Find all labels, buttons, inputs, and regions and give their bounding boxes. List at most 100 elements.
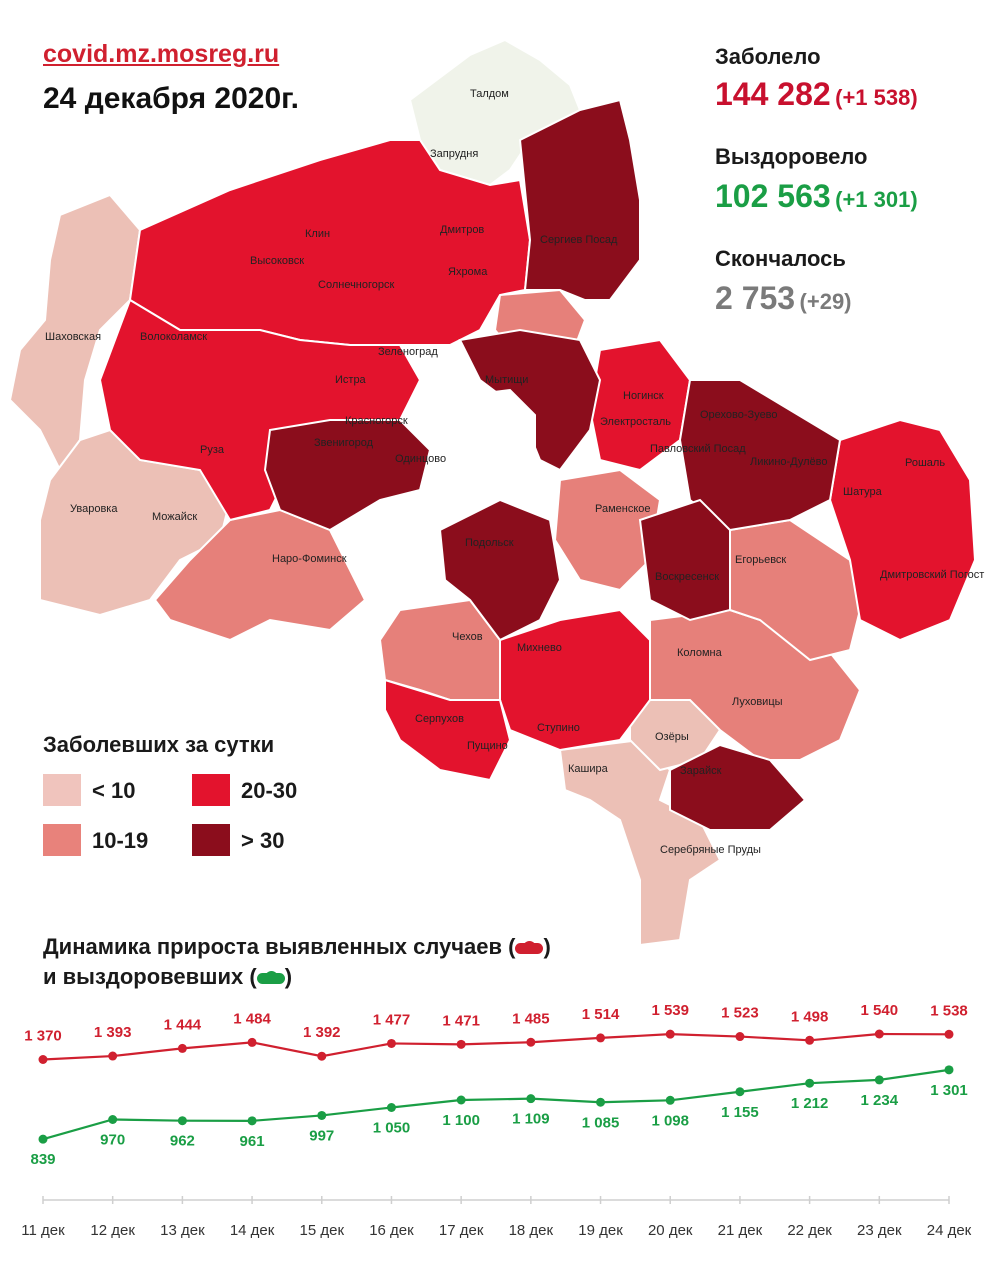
series-0-data-label: 1 514 — [582, 1006, 620, 1023]
sick-delta: (+1 538) — [835, 85, 918, 110]
x-tick-label: 20 дек — [648, 1222, 693, 1239]
dynamics-title-line1: Динамика прироста выявленных случаев ( — [43, 934, 516, 959]
map-label: Клин — [305, 228, 330, 240]
map-label: Орехово-Зуево — [700, 409, 778, 421]
map-district-serpukhov — [384, 678, 512, 782]
series-1-point — [665, 1095, 675, 1105]
map-label: Ликино-Дулёво — [750, 456, 828, 468]
series-1-data-label: 970 — [100, 1132, 125, 1149]
dynamics-title: Динамика прироста выявленных случаев () … — [43, 932, 551, 992]
map-district-podolsk — [438, 498, 562, 642]
x-tick-label: 21 дек — [718, 1222, 763, 1239]
series-1-point — [456, 1095, 466, 1105]
green-series-marker-icon — [256, 970, 285, 984]
map-label: Солнечногорск — [318, 279, 394, 291]
sick-row: 144 282 (+1 538) — [715, 76, 918, 113]
series-1-point — [735, 1087, 745, 1097]
series-1-data-label: 1 212 — [791, 1095, 829, 1112]
map-label: Шаховская — [45, 331, 101, 343]
x-tick-label: 24 дек — [927, 1222, 972, 1239]
series-1-data-label: 839 — [30, 1151, 55, 1168]
map-label: Луховицы — [732, 696, 783, 708]
map-district-orekhovo-zuevo — [678, 379, 842, 532]
series-1-data-label: 1 050 — [373, 1120, 411, 1137]
map-label: Дмитров — [440, 224, 484, 236]
series-0-point — [177, 1043, 187, 1053]
dynamics-title-line2: и выздоровевших ( — [43, 964, 257, 989]
series-0-point — [247, 1037, 257, 1047]
series-1-point — [317, 1110, 327, 1120]
map-label: Рошаль — [905, 457, 945, 469]
series-1-point — [805, 1078, 815, 1088]
map-district-ramenskoe — [553, 468, 662, 592]
series-1-point — [526, 1094, 536, 1104]
series-1-data-label: 1 301 — [930, 1082, 968, 1099]
series-1-point — [944, 1065, 954, 1075]
dynamics-title-line1-end: ) — [543, 934, 551, 959]
legend-swatch-gt30 — [192, 824, 230, 856]
map-label: Одинцово — [395, 453, 446, 465]
map-label: Ступино — [537, 722, 580, 734]
series-0-data-label: 1 523 — [721, 1005, 759, 1022]
map-label: Пущино — [467, 740, 508, 752]
series-0-point — [805, 1035, 815, 1045]
map-label: Зарайск — [680, 765, 722, 777]
legend-label-gt30: > 30 — [241, 828, 285, 853]
dynamics-title-line2-end: ) — [284, 964, 293, 989]
x-tick-label: 22 дек — [787, 1222, 832, 1239]
series-0-data-label: 1 484 — [233, 1010, 271, 1027]
map-label: Красногорск — [345, 415, 408, 427]
series-0-point — [108, 1051, 118, 1061]
map-label: Зеленоград — [378, 346, 438, 358]
map-label: Серпухов — [415, 713, 464, 725]
series-0-data-label: 1 392 — [303, 1024, 341, 1041]
x-tick-label: 23 дек — [857, 1222, 902, 1239]
map-label: Звенигород — [314, 437, 374, 449]
series-0-point — [456, 1039, 466, 1049]
map-label: Чехов — [452, 631, 483, 643]
report-date: 24 декабря 2020г. — [43, 82, 299, 115]
map-label: Сергиев Посад — [540, 234, 618, 246]
series-1-data-label: 1 085 — [582, 1114, 620, 1131]
series-0-data-label: 1 540 — [861, 1002, 899, 1019]
series-1-point — [38, 1134, 48, 1144]
map-label: Уваровка — [70, 503, 118, 515]
map-district-zaraysk — [669, 743, 807, 831]
map-label: Истра — [335, 374, 367, 386]
map-label: Запрудня — [430, 148, 478, 160]
legend-swatch-20-30 — [192, 774, 230, 806]
died-row: 2 753 (+29) — [715, 280, 852, 317]
died-delta: (+29) — [799, 289, 852, 314]
legend-swatch-10-19 — [43, 824, 81, 856]
series-0-point — [38, 1055, 48, 1064]
site-url[interactable]: covid.mz.mosreg.ru — [43, 40, 280, 68]
map-district-odintsovo — [263, 419, 432, 532]
recovered-value: 102 563 — [715, 178, 831, 214]
legend-swatch-lt10 — [43, 774, 81, 806]
series-1-data-label: 961 — [240, 1133, 265, 1150]
legend-label-lt10: < 10 — [92, 778, 136, 803]
series-1-data-label: 997 — [309, 1127, 334, 1144]
legend-title: Заболевших за сутки — [43, 732, 275, 757]
series-0-data-label: 1 393 — [94, 1024, 132, 1041]
recovered-row: 102 563 (+1 301) — [715, 178, 918, 215]
x-tick-label: 12 дек — [90, 1222, 135, 1239]
series-0-data-label: 1 471 — [442, 1012, 480, 1029]
map-label: Подольск — [465, 537, 514, 549]
map-label: Ногинск — [623, 390, 664, 402]
map-district-shatura — [828, 418, 977, 642]
map-label: Михнево — [517, 642, 562, 654]
series-0-point — [665, 1029, 675, 1039]
recovered-delta: (+1 301) — [835, 187, 918, 212]
series-0-point — [317, 1051, 327, 1061]
series-1-data-label: 1 109 — [512, 1111, 550, 1128]
map-label: Дмитровский Погост — [880, 569, 984, 581]
map-label: Павловский Посад — [650, 443, 746, 455]
x-tick-label: 13 дек — [160, 1222, 205, 1239]
series-line-1 — [42, 1068, 950, 1141]
map-label: Раменское — [595, 503, 651, 515]
series-1-point — [596, 1097, 606, 1107]
series-1-data-label: 1 100 — [442, 1112, 480, 1129]
series-1-point — [874, 1075, 884, 1085]
legend-label-20-30: 20-30 — [241, 778, 298, 803]
